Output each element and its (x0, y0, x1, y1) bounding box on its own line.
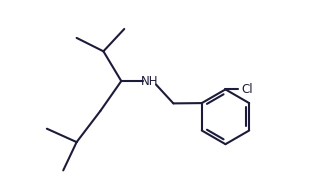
Text: Cl: Cl (242, 83, 253, 96)
Text: NH: NH (141, 75, 158, 87)
